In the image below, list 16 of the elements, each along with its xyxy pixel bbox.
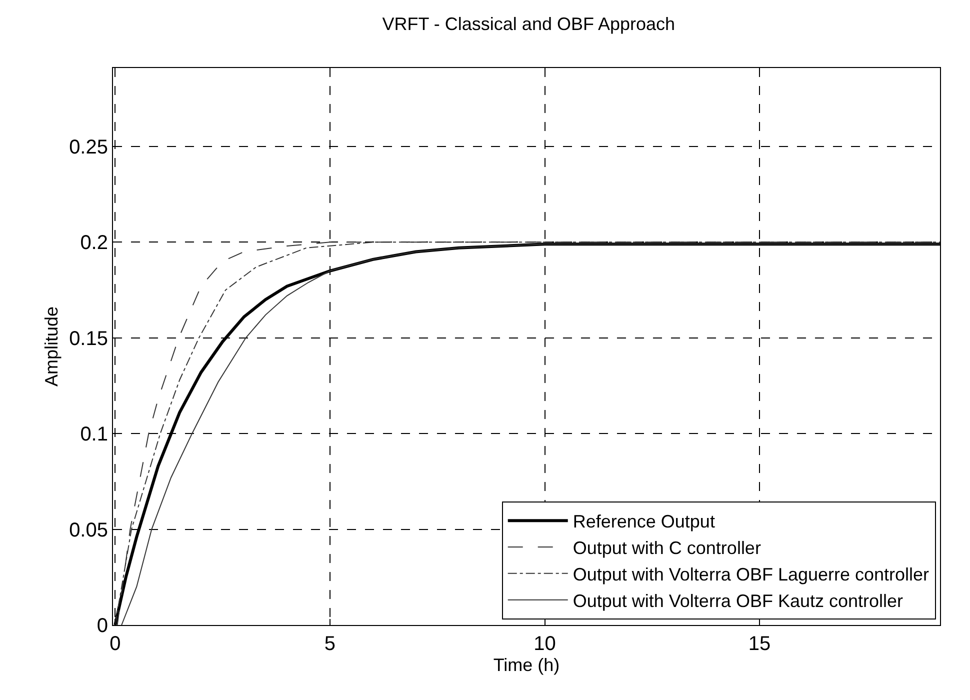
legend-label: Output with Volterra OBF Laguerre controller — [572, 564, 930, 584]
y-axis-title: Amplitude — [41, 306, 62, 387]
legend-label: Output with C controller — [572, 538, 761, 558]
x-tick-label: 5 — [324, 633, 336, 655]
y-tick-label: 0.2 — [80, 232, 108, 254]
x-tick-label: 10 — [534, 633, 556, 655]
legend-label: Output with Volterra OBF Kautz controller — [572, 590, 904, 611]
y-tick-label: 0 — [96, 615, 108, 637]
y-tick-label: 0.1 — [80, 424, 108, 446]
legend-label: Reference Output — [572, 512, 715, 532]
chart-title: VRFT - Classical and OBF Approach — [382, 14, 676, 34]
y-tick-label: 0.05 — [69, 519, 108, 542]
x-axis-title: Time (h) — [493, 655, 560, 676]
x-tick-label: 15 — [748, 633, 771, 655]
y-tick-label: 0.15 — [69, 328, 108, 350]
y-tick-label: 0.25 — [69, 136, 108, 158]
